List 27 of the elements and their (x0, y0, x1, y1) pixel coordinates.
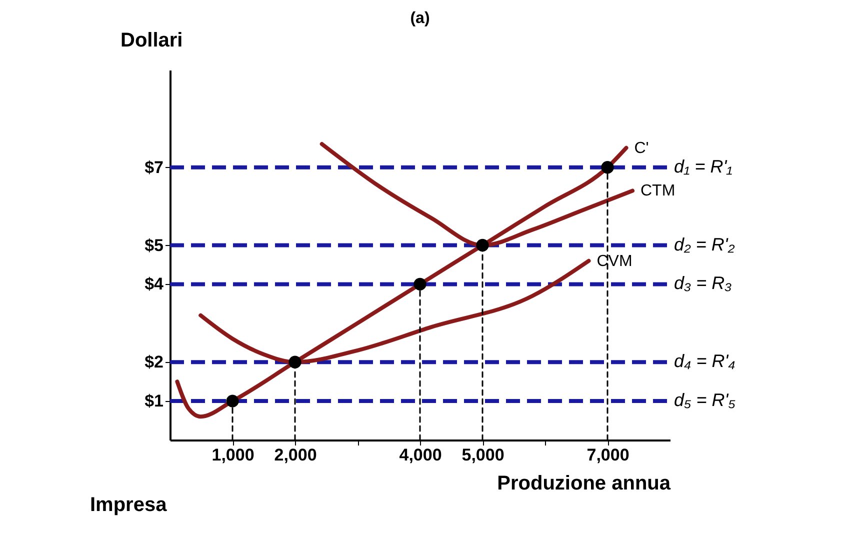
x-tick-label: 2,000 (274, 446, 317, 464)
ref-line-label: d₃ = R₃ (674, 273, 732, 294)
series-label: CTM (640, 182, 676, 200)
y-tick-label: $7 (144, 158, 164, 177)
point (601, 161, 614, 174)
series-label: CVM (596, 252, 632, 270)
point (476, 238, 489, 252)
x-tick-label: 4,000 (399, 446, 442, 464)
point (414, 278, 426, 291)
y-tick-label: $4 (144, 274, 164, 294)
point (226, 394, 239, 408)
ref-line-label: d₁ = R'₁ (674, 156, 733, 176)
y-tick-label: $2 (144, 352, 164, 372)
y-tick-label: $5 (144, 236, 164, 255)
x-axis-title: Produzione annua (497, 472, 672, 494)
text: Impresa (90, 494, 168, 516)
x-tick-label: 7,000 (586, 446, 630, 464)
y-axis-title: Dollari (120, 30, 183, 52)
ref-line-label: d₄ = R'₄ (674, 351, 736, 372)
y-tick-label: $1 (144, 392, 164, 411)
ref-line-label: d₂ = R'₂ (674, 234, 735, 254)
point (288, 356, 302, 368)
x-tick-label: 1,000 (212, 446, 254, 464)
ref-line-label: d₅ = R'₅ (674, 390, 736, 410)
chart-title: (a) (410, 10, 430, 27)
series-label: C' (634, 140, 649, 157)
x-tick-label: 5,000 (462, 446, 504, 464)
